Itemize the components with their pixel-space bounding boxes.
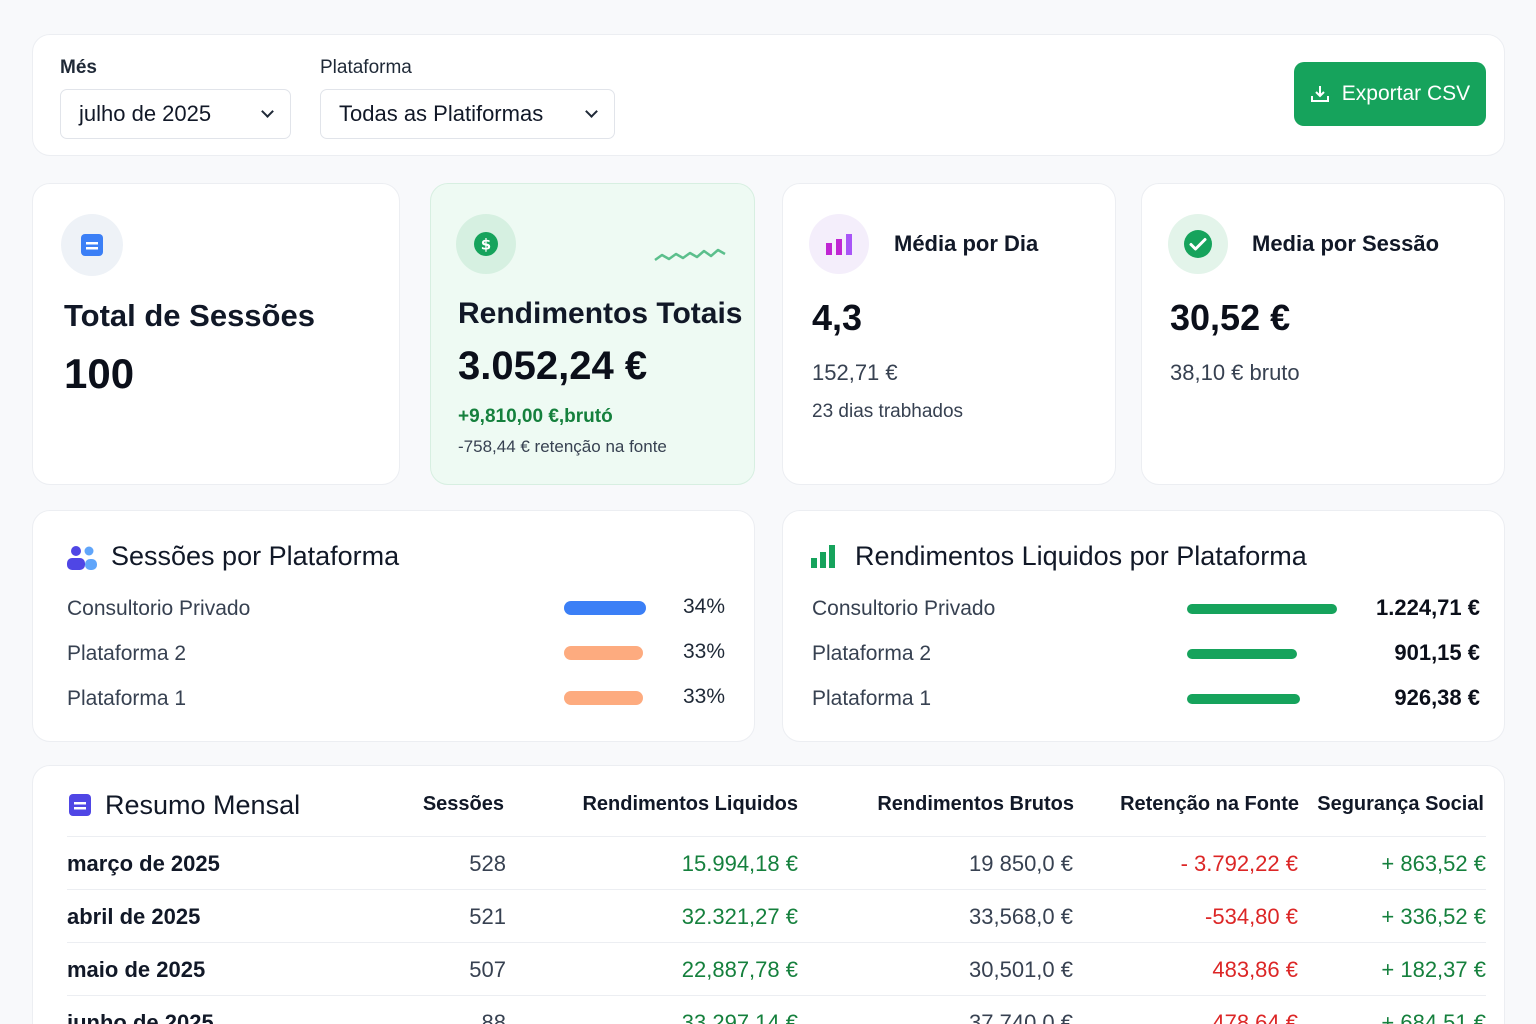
cell-withholding: - 3.792,22 € — [1180, 851, 1298, 876]
export-csv-label: Exportar CSV — [1341, 82, 1471, 105]
kpi-per-session-gross: 38,10 € bruto — [1170, 360, 1300, 385]
cell-gross-income: 37.740,0 € — [969, 1010, 1073, 1024]
platform-session-label: Consultorio Privado — [67, 597, 251, 620]
kpi-per-session-value: 30,52 € — [1170, 297, 1291, 338]
platform-session-percent: 34% — [682, 595, 725, 618]
platform-income-label: Plataforma 1 — [812, 687, 932, 710]
col-header-sessions: Sessões — [422, 793, 504, 815]
kpi-per-day-days: 23 dias trabhados — [812, 401, 964, 422]
download-icon — [1310, 86, 1329, 102]
platform-select-value: Todas as Platiformas — [339, 101, 544, 126]
chevron-down-icon — [585, 105, 598, 118]
dollar-icon: $ — [456, 214, 516, 274]
kpi-income-gross: +9,810,00 €,brutó — [458, 406, 613, 427]
kpi-income-retention: -758,44 € retenção na fonte — [458, 437, 667, 456]
cell-sessions: 507 — [469, 957, 506, 982]
month-select[interactable]: julho de 2025 — [60, 89, 291, 139]
col-header-social-security: Segurança Social — [1317, 793, 1484, 815]
cell-sessions: 528 — [469, 851, 506, 876]
cell-month: abril de 2025 — [67, 904, 201, 929]
platform-income-label: Consultorio Privado — [812, 597, 996, 620]
cell-net-income: 32.321,27 € — [681, 904, 798, 929]
kpi-per-day-value: 4,3 — [812, 297, 863, 338]
summary-title: Resumo Mensal — [105, 790, 301, 820]
platform-session-bar — [564, 646, 643, 660]
platform-income-bar — [1187, 649, 1297, 659]
platform-session-bar — [564, 601, 646, 615]
cell-gross-income: 19 850,0 € — [969, 851, 1073, 876]
kpi-sessions-value: 100 — [64, 350, 135, 397]
list-icon — [69, 794, 91, 816]
chevron-down-icon — [261, 105, 274, 118]
col-header-gross-income: Rendimentos Brutos — [877, 793, 1074, 815]
platform-income-label: Plataforma 2 — [812, 642, 932, 665]
platform-income-amount: 1.224,71 € — [1376, 595, 1480, 620]
cell-social-security: + 182,37 € — [1381, 957, 1486, 982]
kpi-total-sessions: Total de Sessões 100 — [32, 183, 400, 485]
cell-withholding: 478,64 € — [1212, 1010, 1298, 1024]
kpi-average-per-day: Média por Dia 4,3 152,71 € 23 dias trabh… — [782, 183, 1116, 485]
cell-social-security: + 863,52 € — [1381, 851, 1486, 876]
month-select-value: julho de 2025 — [79, 101, 212, 126]
cell-month: junho de 2025 — [67, 1010, 214, 1024]
check-circle-icon — [1168, 214, 1228, 274]
cell-month: março de 2025 — [67, 851, 220, 876]
svg-text:$: $ — [481, 236, 491, 254]
kpi-average-per-session: Media por Sessão 30,52 € 38,10 € bruto — [1141, 183, 1505, 485]
cell-net-income: 15.994,18 € — [681, 851, 798, 876]
platform-session-percent: 33% — [682, 640, 725, 663]
kpi-income-title: Rendimentos Totais — [458, 297, 743, 330]
filters-bar: Més julho de 2025 Plataforma Todas as Pl… — [32, 34, 1505, 156]
platform-session-label: Plataforma 1 — [67, 687, 187, 710]
cell-sessions: 521 — [469, 904, 506, 929]
cell-month: maio de 2025 — [67, 957, 206, 982]
table-row: março de 2025 528 15.994,18 € 19 850,0 € - 3… — [67, 836, 1486, 888]
table-row: abril de 2025 521 32.321,27 € 33,568,0 € -53… — [67, 889, 1486, 941]
platform-income-amount: 901,15 € — [1394, 640, 1480, 665]
kpi-per-day-amount: 152,71 € — [812, 360, 898, 385]
export-csv-button[interactable]: Exportar CSV — [1294, 62, 1486, 126]
platform-income-amount: 926,38 € — [1394, 685, 1480, 710]
kpi-total-income: $ Rendimentos Totais 3.052,24 € +9,810,0… — [430, 183, 755, 485]
platform-label: Plataforma — [320, 57, 412, 78]
cell-gross-income: 30,501,0 € — [969, 957, 1073, 982]
monthly-summary-table: Resumo Mensal Sessões Rendimentos Liquid… — [32, 765, 1505, 1024]
kpi-income-value: 3.052,24 € — [458, 344, 648, 388]
trend-sparkline-icon — [654, 248, 726, 262]
bar-chart-icon — [809, 214, 869, 274]
table-row: junho de 2025 88 33.297,14 € 37.740,0 € 478,… — [67, 995, 1486, 1024]
income-by-platform-title: Rendimentos Liquidos por Plataforma — [855, 541, 1307, 571]
platform-session-bar — [564, 691, 643, 705]
sessions-by-platform-title: Sessões por Plataforma — [111, 541, 400, 571]
cell-net-income: 33.297,14 € — [681, 1010, 798, 1024]
table-row: maio de 2025 507 22,887,78 € 30,501,0 € 483,… — [67, 942, 1486, 994]
col-header-net-income: Rendimentos Liquidos — [582, 793, 798, 815]
cell-social-security: + 684,51 € — [1381, 1010, 1486, 1024]
platform-session-label: Plataforma 2 — [67, 642, 187, 665]
sessions-by-platform-panel: Sessões por Plataforma Consultorio Priva… — [32, 510, 755, 742]
kpi-sessions-title: Total de Sessões — [64, 298, 315, 333]
cell-withholding: 483,86 € — [1212, 957, 1298, 982]
cell-social-security: + 336,52 € — [1381, 904, 1486, 929]
kpi-per-session-title: Media por Sessão — [1252, 231, 1440, 256]
platform-session-percent: 33% — [682, 685, 725, 708]
cell-net-income: 22,887,78 € — [681, 957, 798, 982]
platform-select[interactable]: Todas as Platiformas — [320, 89, 615, 139]
cell-sessions: 88 — [481, 1010, 506, 1024]
users-icon — [67, 546, 97, 570]
kpi-per-day-title: Média por Dia — [894, 231, 1039, 256]
cell-gross-income: 33,568,0 € — [969, 904, 1073, 929]
sessions-icon — [61, 214, 123, 276]
month-label: Més — [60, 57, 97, 78]
bar-chart-icon — [811, 545, 835, 568]
platform-income-bar — [1187, 604, 1337, 614]
income-by-platform-panel: Rendimentos Liquidos por Plataforma Cons… — [782, 510, 1505, 742]
cell-withholding: -534,80 € — [1205, 904, 1298, 929]
col-header-withholding: Retenção na Fonte — [1120, 793, 1299, 815]
platform-income-bar — [1187, 694, 1300, 704]
